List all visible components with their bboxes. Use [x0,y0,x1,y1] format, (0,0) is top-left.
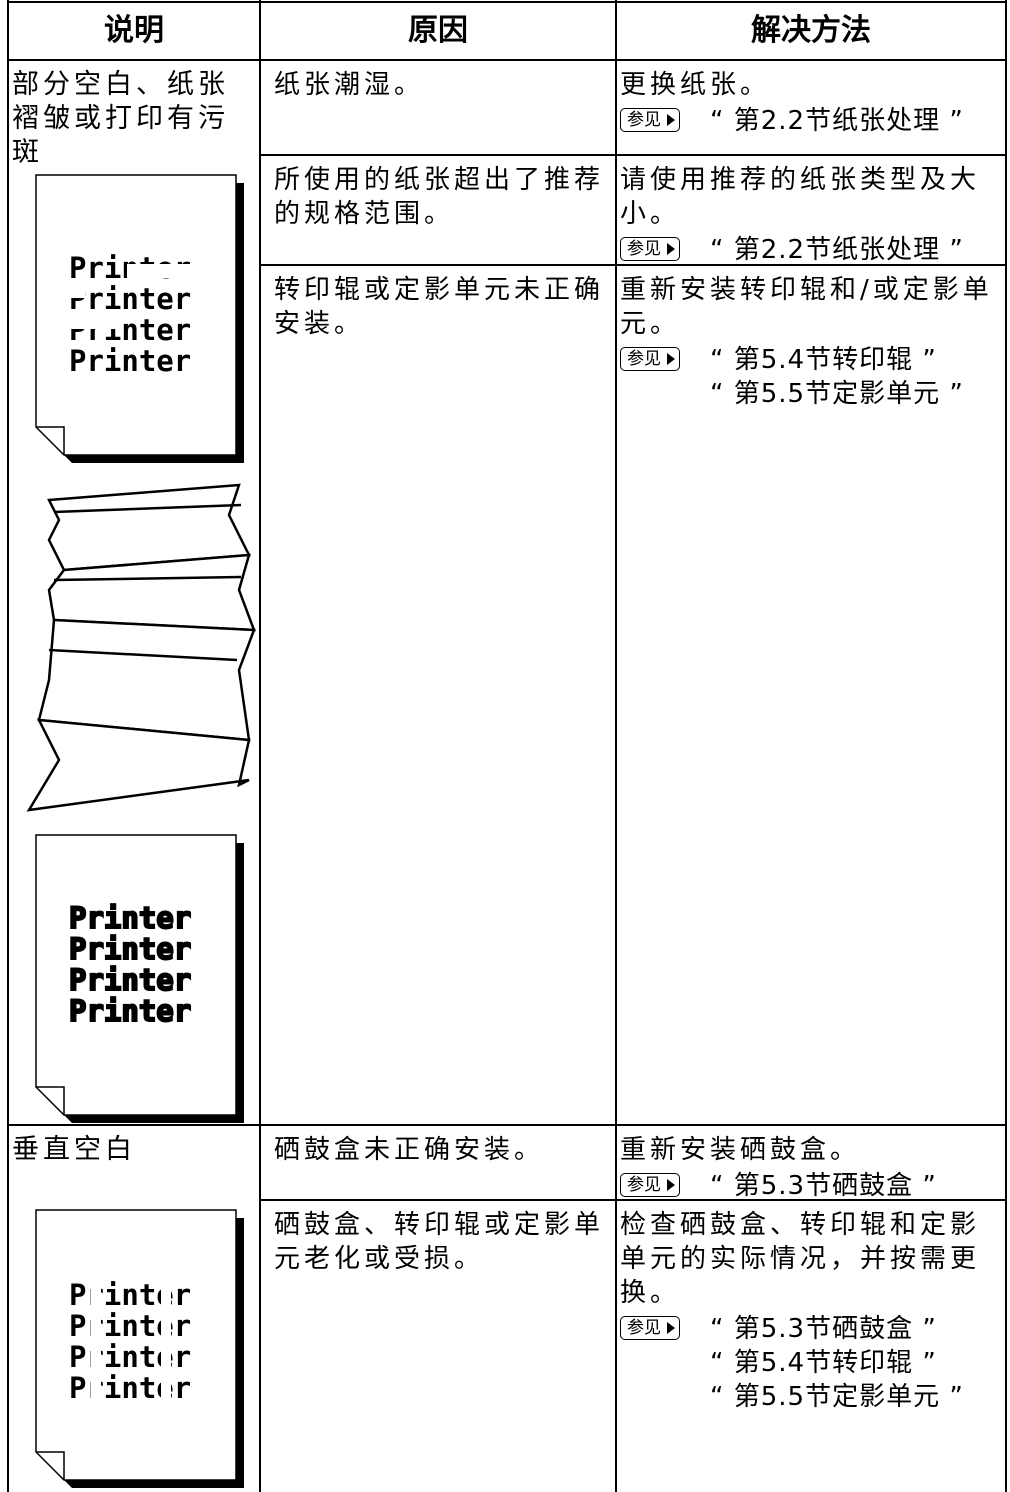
crease [53,575,242,582]
row-border [260,264,1006,266]
solution: 重新安装转印辊和/或定影单元。 [620,275,993,339]
reference: “ 第2.2节纸张处理 ” [710,235,964,265]
cause: 纸张潮湿。 [274,70,425,100]
reference-list: “ 第5.4节转印辊 ” “ 第5.5节定影单元 ” [710,343,964,411]
reference-row: 参见 “ 第2.2节纸张处理 ” [620,104,1000,138]
description: 垂直空白 [12,1134,136,1165]
cause: 硒鼓盒、转印辊或定影单元老化或受损。 [274,1210,605,1274]
column-border [1005,0,1007,1492]
print-void [127,264,197,278]
sample-text: Printer [69,344,191,378]
reference-row: 参见 “ 第5.3节硒鼓盒 ” [620,1169,1000,1203]
row-border [260,154,1006,156]
reference: “ 第5.4节转印辊 ” [710,1348,937,1378]
reference-icon: 参见 [620,108,680,132]
solution-cell: 检查硒鼓盒、转印辊和定影单元的实际情况，并按需更换。参见 “ 第5.3节硒鼓盒 ”… [620,1208,1000,1414]
reference-list: “ 第2.2节纸张处理 ” [710,104,964,138]
solution: 检查硒鼓盒、转印辊和定影单元的实际情况，并按需更换。 [620,1210,981,1308]
row-border [8,1,1006,3]
sample-text: Printer [69,1278,191,1312]
solution: 请使用推荐的纸张类型及大小。 [620,165,981,229]
solution-cell: 请使用推荐的纸张类型及大小。参见 “ 第2.2节纸张处理 ” [620,163,1000,267]
column-border [259,0,261,1492]
column-border [7,0,9,1492]
page-fold [36,1086,65,1115]
column-header: 解决方法 [751,13,871,48]
sample-text: Printer [69,963,191,997]
crease [48,648,238,662]
solution-cell: 重新安装硒鼓盒。参见 “ 第5.3节硒鼓盒 ” [620,1133,1000,1203]
reference: “ 第5.3节硒鼓盒 ” [710,1314,937,1344]
reference: “ 第5.5节定影单元 ” [710,1382,964,1412]
reference-icon: 参见 [620,1316,680,1340]
sample-text: Printer [69,1309,191,1343]
column-header: 说明 [104,13,164,48]
sample-text: Printer [69,1371,191,1405]
solution-cell: 更换纸张。参见 “ 第2.2节纸张处理 ” [620,68,1000,138]
reference: “ 第5.5节定影单元 ” [710,379,964,409]
print-void [67,315,122,329]
reference: “ 第5.3节硒鼓盒 ” [710,1171,937,1201]
page-fold [36,426,65,455]
solution: 更换纸张。 [620,70,771,100]
reference: “ 第2.2节纸张处理 ” [710,106,964,136]
print-void [67,284,85,298]
cause: 硒鼓盒未正确安装。 [274,1135,545,1165]
vertical-void [91,1280,101,1410]
column-header: 原因 [408,13,468,48]
reference-row: 参见 “ 第2.2节纸张处理 ” [620,233,1000,267]
cause: 所使用的纸张超出了推荐的规格范围。 [274,165,605,229]
reference-icon: 参见 [620,347,680,371]
reference-row: 参见 “ 第5.3节硒鼓盒 ” “ 第5.4节转印辊 ” “ 第5.5节定影单元 ” [620,1312,1000,1414]
sample-text: Printer [69,282,191,316]
column-border [615,0,617,1492]
page [35,174,237,456]
reference-icon: 参见 [620,1173,680,1197]
solution: 重新安装硒鼓盒。 [620,1135,861,1165]
page [35,1209,237,1481]
row-border [8,59,1006,61]
reference: “ 第5.4节转印辊 ” [710,345,937,375]
sample-text: Printer [69,1340,191,1374]
reference-row: 参见 “ 第5.4节转印辊 ” “ 第5.5节定影单元 ” [620,343,1000,411]
reference-list: “ 第5.3节硒鼓盒 ” [710,1169,937,1203]
reference-list: “ 第2.2节纸张处理 ” [710,233,964,267]
cause: 转印辊或定影单元未正确安装。 [274,275,605,339]
page [35,834,237,1116]
crease [53,503,242,514]
crumpled-paper [26,718,251,812]
sample-text: Printer [69,932,191,966]
page-fold [36,1451,65,1480]
illustration: PrinterPrinterPrinterPrinterPrinterPrint… [26,174,256,1123]
row-border [260,1199,1006,1201]
sample-text: Printer [69,901,191,935]
vertical-void [161,1280,171,1410]
description: 部分空白、纸张褶皱或打印有污斑 [12,69,229,168]
solution-cell: 重新安装转印辊和/或定影单元。参见 “ 第5.4节转印辊 ” “ 第5.5节定影单元… [620,273,1000,411]
reference-list: “ 第5.3节硒鼓盒 ” “ 第5.4节转印辊 ” “ 第5.5节定影单元 ” [710,1312,964,1414]
sample-text: Printer [69,994,191,1028]
reference-icon: 参见 [620,237,680,261]
row-border [8,1124,1006,1126]
